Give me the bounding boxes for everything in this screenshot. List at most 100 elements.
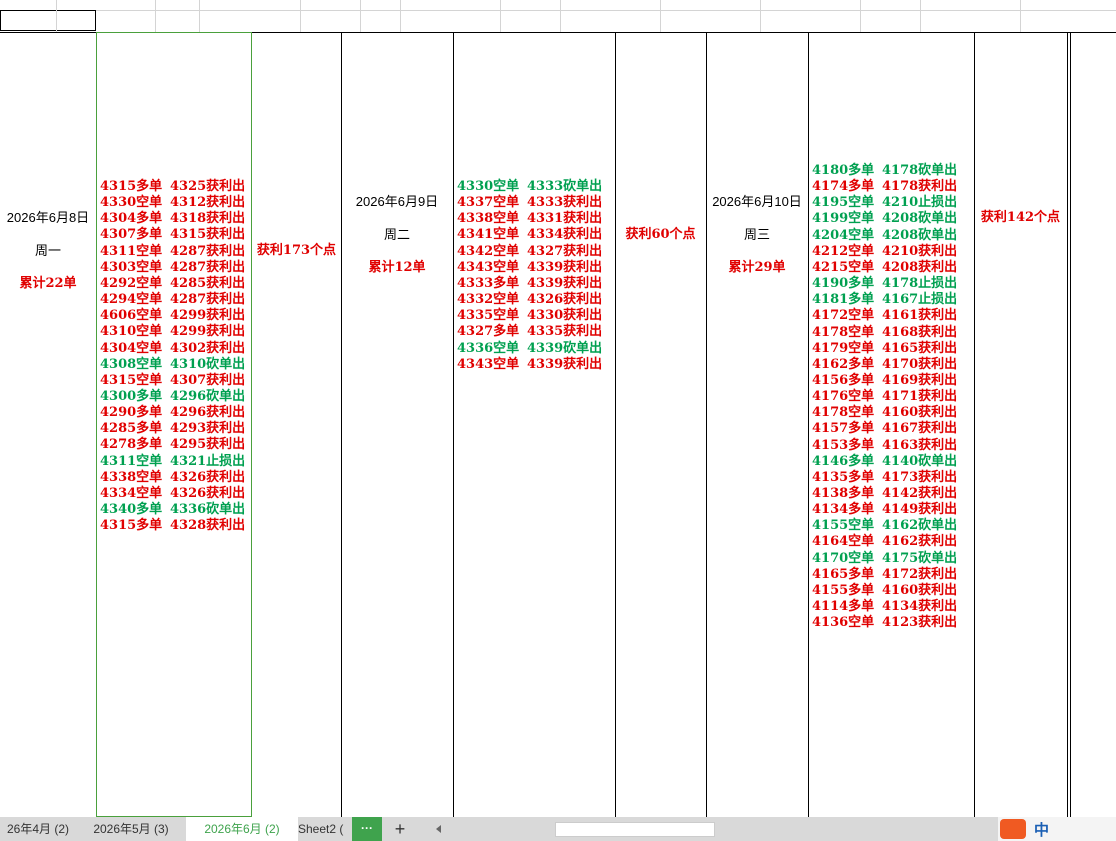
trade-exit: 4293获利出 [170,421,246,437]
header-line [920,0,921,32]
trade-entry: 4327多单 [457,324,520,340]
trade-exit: 4318获利出 [170,211,246,227]
column-border [96,32,97,817]
trade-entry: 4337空单 [457,195,520,211]
trade-entry: 4134多单 [812,502,875,518]
column-border [974,32,975,817]
trade-entry: 4290多单 [100,405,163,421]
trade-entry: 4215空单 [812,259,875,275]
column-border [706,32,707,817]
header-line [155,0,156,32]
trade-entry: 4181多单 [812,292,875,308]
trade-exit: 4285获利出 [170,275,246,291]
trade-exit: 4169获利出 [882,372,958,388]
header-line [199,0,200,32]
date: 2026年6月10日 [712,194,802,209]
ime-logo[interactable] [1000,819,1026,839]
trade-exit: 4142获利出 [882,486,958,501]
trade-exit: 4168获利出 [882,324,958,340]
trade-exit: 4287获利出 [170,243,246,259]
column-border [252,32,253,817]
trade-entry: 4278多单 [100,437,163,453]
trade-entry: 4178空单 [812,324,875,340]
trade-exit: 4173获利出 [882,469,958,485]
header-line [360,0,361,32]
trade-exit: 4333砍单出 [527,179,603,194]
trade-entry: 4330空单 [100,195,163,211]
profit-total: 获利142个点 [980,210,1061,225]
trade-entry: 4285多单 [100,421,163,437]
trade-exit: 4163获利出 [882,437,958,453]
trade-entry: 4311空单 [100,453,163,469]
trade-entry: 4204空单 [812,227,875,243]
weekday: 周三 [743,227,770,242]
date: 2026年6月8日 [6,210,90,225]
trade-exit: 4208砍单出 [882,227,958,243]
trade-exit: 4299获利出 [170,324,246,340]
sheet-tabs: ··· + 中 26年4月 (2) 2026年5月 (3) 2026年6月 (2) S… [0,817,1116,841]
trade-entry: 4338空单 [100,469,163,485]
trade-entry: 4303空单 [100,259,163,275]
scroll-left[interactable] [436,825,441,833]
trade-exit: 4167止损出 [882,292,958,308]
selected-cell[interactable] [96,32,252,817]
date: 2026年6月9日 [355,194,439,209]
trade-entry: 4170空单 [812,550,875,566]
header-line [660,0,661,32]
trade-entry: 4606空单 [100,308,163,324]
trade-exit: 4178止损出 [882,276,958,292]
trade-entry: 4155空单 [812,518,875,534]
sheet-tab[interactable]: 2026年5月 (3) [93,822,169,836]
trade-exit: 4330获利出 [527,308,603,324]
trade-exit: 4296获利出 [170,405,246,421]
trade-entry: 4315空单 [100,372,163,388]
trade-exit: 4325获利出 [170,179,246,194]
trade-exit: 4339获利出 [527,356,603,372]
column-border [1070,32,1071,817]
column-border [453,32,454,817]
trade-exit: 4178获利出 [882,179,958,195]
header-line [500,0,501,32]
trade-exit: 4208获利出 [882,259,958,275]
trade-exit: 4296砍单出 [170,388,246,404]
trade-exit: 4321止损出 [170,453,246,469]
trade-exit: 4171获利出 [882,389,958,405]
trade-exit: 4299获利出 [170,308,246,324]
trade-exit: 4160获利出 [882,582,958,598]
trade-count: 累计12单 [368,260,426,275]
trade-entry: 4155多单 [812,582,875,598]
trade-entry: 4153多单 [812,437,875,453]
trade-exit: 4327获利出 [527,243,603,259]
scrollbar-thumb[interactable] [555,822,715,837]
more-tabs-button[interactable]: ··· [352,817,382,841]
trade-exit: 4210获利出 [882,243,958,259]
trade-count: 累计29单 [728,260,786,275]
trade-exit: 4326获利出 [170,485,246,501]
cell [0,10,96,31]
trade-entry: 4304空单 [100,340,163,356]
trade-exit: 4165获利出 [882,340,958,356]
add-sheet-button[interactable]: + [394,819,406,839]
trade-entry: 4146多单 [812,453,875,469]
row-line [0,32,1116,33]
trade-exit: 4208砍单出 [882,211,958,227]
trade-entry: 4336空单 [457,340,520,356]
row-line [0,10,1116,11]
header-line [300,0,301,32]
trade-entry: 4135多单 [812,469,875,485]
trade-exit: 4339砍单出 [527,340,603,356]
trade-exit: 4172获利出 [882,566,958,582]
ime-mode[interactable]: 中 [1034,822,1050,839]
sheet-tab[interactable]: 26年4月 (2) [6,822,70,836]
profit-total: 获利173个点 [256,243,337,258]
trade-entry: 4114多单 [812,599,875,615]
trade-entry: 4341空单 [457,227,520,243]
sheet-tab[interactable]: Sheet2 ( [298,822,344,836]
trade-entry: 4342空单 [457,243,520,259]
ime-toolbar: 中 [998,817,1116,841]
trade-exit: 4134获利出 [882,599,958,615]
trade-entry: 4315多单 [100,518,163,534]
trade-entry: 4176空单 [812,389,875,405]
sheet-tab[interactable]: 2026年6月 (2) [186,817,298,841]
